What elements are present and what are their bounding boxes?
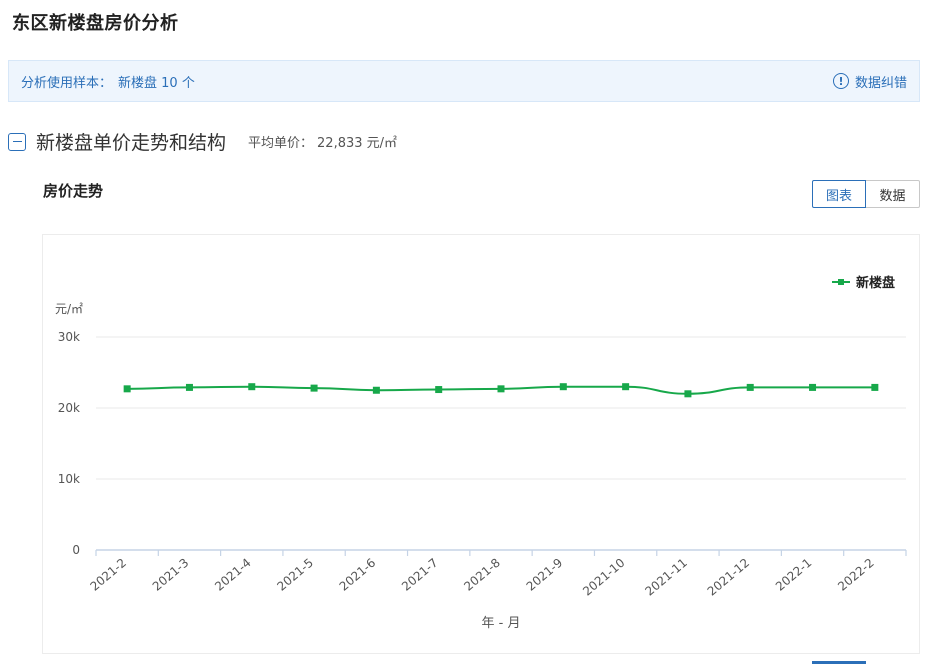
data-point [435,386,443,394]
data-point [248,383,256,391]
x-tick-label: 2021-8 [461,556,503,594]
y-tick-label: 30k [58,330,80,344]
x-tick-label: 2022-1 [773,556,815,594]
data-point [871,383,879,391]
next-toggle-stub [812,661,920,664]
view-toggle: 图表 数据 [812,180,920,208]
chart-svg: 0 10k 20k 30k 2021-2 2021-3 2021-4 2021-5 2021-6… [58,330,907,631]
y-axis-unit: 元/㎡ [55,302,84,316]
info-icon: ! [832,73,849,89]
legend-marker [832,277,850,287]
x-tick-label: 2021-9 [524,556,566,594]
x-tick-label: 2021-6 [337,556,379,594]
chart-legend[interactable]: 新楼盘 [832,272,895,291]
x-axis-label: 年 - 月 [482,616,521,631]
legend-label: 新楼盘 [856,276,896,291]
page-title: 东区新楼盘房价分析 [12,13,179,34]
price-trend-chart: 0 10k 20k 30k 2021-2 2021-3 2021-4 2021-5 2021-6… [42,234,920,654]
x-tick-label: 2021-2 [88,556,130,594]
data-view-button[interactable]: 数据 [866,180,920,208]
x-tick-label: 2022-2 [835,556,877,594]
x-tick-label: 2021-4 [212,556,254,594]
average-price-label: 平均单价： [248,136,314,151]
x-tick-label: 2021-11 [642,556,689,599]
average-price-value: 22,833 元/㎡ [317,136,398,151]
y-tick-label: 20k [58,401,80,415]
sample-info-bar: 分析使用样本： 新楼盘 10 个 ! 数据纠错 [8,60,920,102]
data-point [622,383,630,391]
data-point [559,383,567,391]
section-header: 新楼盘单价走势和结构 平均单价： 22,833 元/㎡ [8,128,397,155]
y-tick-label: 0 [72,543,80,557]
sample-value: 新楼盘 10 个 [118,75,195,91]
data-point [372,386,380,394]
x-tick-label: 2021-10 [580,556,627,599]
x-tick-label: 2021-7 [399,556,441,594]
data-point [123,385,131,393]
data-point [746,383,754,391]
collapse-icon[interactable] [8,132,26,151]
sample-info: 分析使用样本： 新楼盘 10 个 [21,72,195,91]
data-correction-link[interactable]: ! 数据纠错 [832,72,907,91]
x-tick-label: 2021-3 [150,556,192,594]
y-tick-label: 10k [58,472,80,486]
data-point [310,384,318,392]
data-correction-label: 数据纠错 [854,75,907,91]
sample-label: 分析使用样本： [21,75,113,91]
chart-view-button[interactable]: 图表 [812,180,866,208]
x-tick-label: 2021-12 [705,556,752,599]
data-point [185,383,193,391]
section-title: 新楼盘单价走势和结构 [36,132,227,154]
data-point [684,390,692,398]
average-price: 平均单价： 22,833 元/㎡ [248,132,397,151]
x-tick-label: 2021-5 [274,556,316,594]
subsection-title: 房价走势 [43,182,104,200]
data-point [497,385,505,393]
data-point [809,383,817,391]
